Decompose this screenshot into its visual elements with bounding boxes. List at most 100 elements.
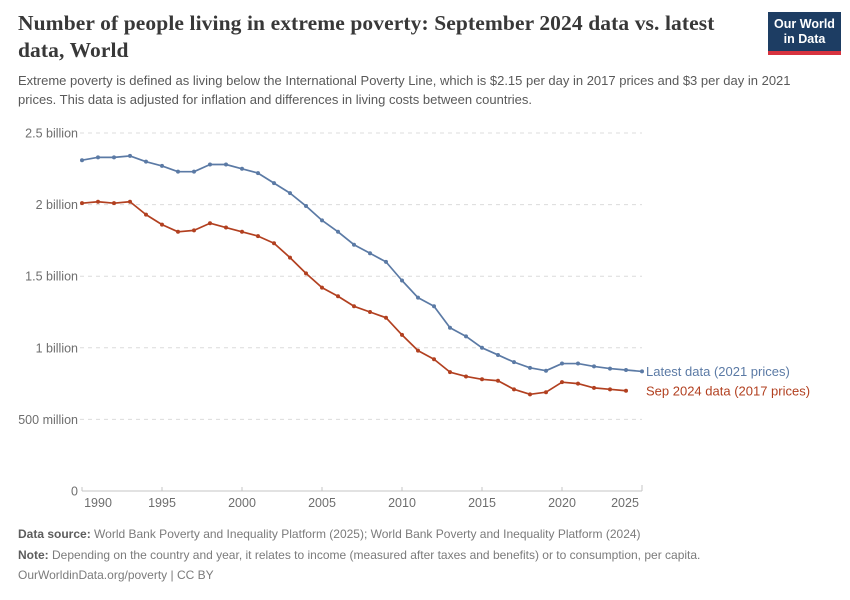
series-point[interactable] — [448, 370, 452, 375]
series-point[interactable] — [112, 155, 116, 160]
series-point[interactable] — [304, 271, 308, 276]
note-line: Note: Depending on the country and year,… — [18, 545, 838, 566]
series-point[interactable] — [208, 162, 212, 167]
x-axis-label: 2015 — [468, 496, 496, 510]
series-point[interactable] — [160, 163, 164, 168]
series-point[interactable] — [80, 158, 84, 163]
owid-logo[interactable]: Our World in Data — [768, 12, 841, 55]
series-point[interactable] — [496, 352, 500, 357]
data-source-line: Data source: World Bank Poverty and Ineq… — [18, 524, 838, 545]
y-axis-label: 1.5 billion — [25, 270, 78, 284]
series-point[interactable] — [352, 304, 356, 309]
data-source-label: Data source: — [18, 527, 91, 541]
series-point[interactable] — [128, 153, 132, 158]
series-point[interactable] — [96, 155, 100, 160]
series-point[interactable] — [144, 159, 148, 164]
series-point[interactable] — [176, 229, 180, 234]
series-point[interactable] — [400, 278, 404, 283]
series-point[interactable] — [560, 380, 564, 385]
chart-footer: Data source: World Bank Poverty and Ineq… — [18, 524, 838, 586]
series-point[interactable] — [624, 367, 628, 372]
series-point[interactable] — [224, 162, 228, 167]
series-point[interactable] — [352, 242, 356, 247]
series-point[interactable] — [592, 364, 596, 369]
series-point[interactable] — [528, 392, 532, 397]
series-line-0[interactable] — [81, 155, 643, 373]
series-point[interactable] — [208, 221, 212, 226]
series-point[interactable] — [496, 378, 500, 383]
y-axis-label: 2.5 billion — [25, 127, 78, 141]
series-point[interactable] — [480, 345, 484, 350]
series-point[interactable] — [128, 199, 132, 204]
series-line-1[interactable] — [81, 200, 627, 396]
series-point[interactable] — [464, 334, 468, 339]
data-source-text: World Bank Poverty and Inequality Platfo… — [94, 527, 641, 541]
series-point[interactable] — [464, 374, 468, 379]
series-point[interactable] — [160, 222, 164, 227]
series-point[interactable] — [368, 310, 372, 314]
series-point[interactable] — [448, 325, 452, 330]
series-point[interactable] — [624, 388, 628, 393]
series-point[interactable] — [576, 381, 580, 386]
series-point[interactable] — [544, 390, 548, 395]
series-point[interactable] — [176, 169, 180, 174]
series-point[interactable] — [432, 357, 436, 362]
series-point[interactable] — [640, 369, 644, 374]
series-point[interactable] — [560, 361, 564, 366]
series-point[interactable] — [304, 204, 308, 209]
citation-line[interactable]: OurWorldinData.org/poverty | CC BY — [18, 568, 214, 582]
page-title: Number of people living in extreme pover… — [18, 11, 715, 62]
series-point[interactable] — [288, 255, 292, 260]
series-point[interactable] — [480, 377, 484, 382]
series-point[interactable] — [144, 212, 148, 217]
x-axis-label: 2005 — [308, 496, 336, 510]
legend-label-1[interactable]: Sep 2024 data (2017 prices) — [646, 383, 810, 398]
series-point[interactable] — [288, 191, 292, 196]
series-point[interactable] — [272, 241, 276, 246]
x-axis-label: 2000 — [228, 496, 256, 510]
chart-subtitle: Extreme poverty is defined as living bel… — [18, 73, 791, 107]
series-point[interactable] — [192, 169, 196, 174]
series-point[interactable] — [224, 225, 228, 230]
series-point[interactable] — [608, 366, 612, 371]
series-point[interactable] — [112, 201, 116, 206]
series-point[interactable] — [416, 295, 420, 300]
series-point[interactable] — [96, 199, 100, 204]
series-point[interactable] — [576, 361, 580, 366]
series-point[interactable] — [512, 387, 516, 392]
series-point[interactable] — [80, 201, 84, 206]
y-axis-label: 2 billion — [36, 198, 78, 212]
x-axis-label: 1995 — [148, 496, 176, 510]
series-point[interactable] — [320, 218, 324, 223]
series-point[interactable] — [544, 368, 548, 373]
series-point[interactable] — [416, 348, 420, 353]
series-point[interactable] — [400, 332, 404, 337]
series-point[interactable] — [608, 387, 612, 392]
x-axis-label: 2020 — [548, 496, 576, 510]
owid-logo-line2: in Data — [783, 32, 826, 46]
series-point[interactable] — [336, 229, 340, 234]
series-point[interactable] — [592, 385, 596, 390]
note-text: Depending on the country and year, it re… — [52, 547, 701, 562]
series-point[interactable] — [368, 251, 372, 256]
series-point[interactable] — [256, 234, 260, 239]
y-axis-label: 0 — [71, 485, 78, 499]
series-point[interactable] — [384, 259, 388, 264]
legend-label-0[interactable]: Latest data (2021 prices) — [646, 364, 790, 379]
series-point[interactable] — [432, 304, 436, 309]
series-point[interactable] — [240, 229, 244, 234]
x-axis-label: 1990 — [84, 496, 112, 510]
series-point[interactable] — [528, 365, 532, 370]
series-point[interactable] — [336, 294, 340, 299]
series-point[interactable] — [192, 228, 196, 233]
series-point[interactable] — [320, 285, 324, 290]
series-point[interactable] — [384, 315, 388, 320]
series-point[interactable] — [272, 181, 276, 186]
series-point[interactable] — [240, 166, 244, 171]
series-point[interactable] — [256, 171, 260, 176]
series-point[interactable] — [512, 360, 516, 365]
y-axis-label: 500 million — [18, 413, 78, 427]
x-axis-label: 2010 — [388, 496, 416, 510]
